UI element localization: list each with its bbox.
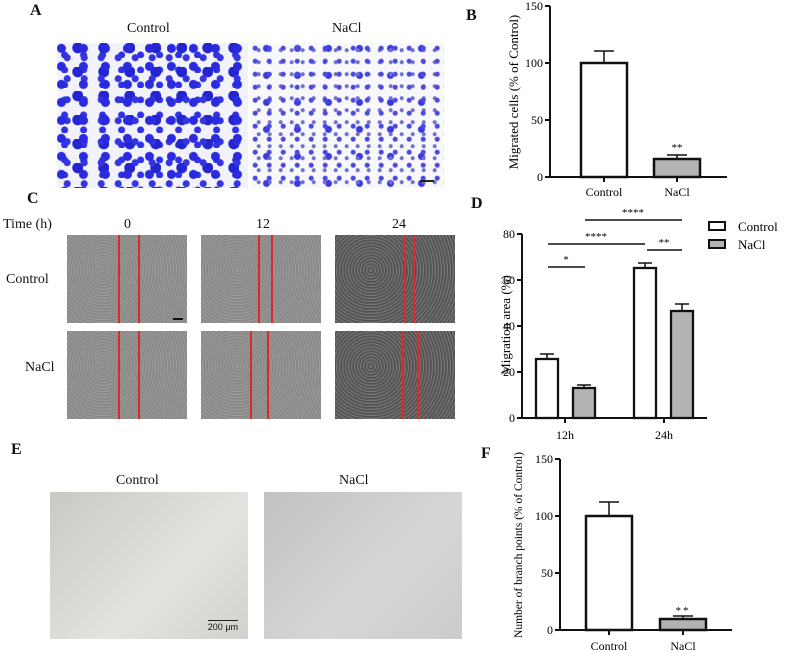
wound-control-24h bbox=[335, 235, 455, 323]
svg-text:**: ** bbox=[676, 605, 691, 617]
svg-text:0: 0 bbox=[537, 170, 543, 184]
panel-a-title-control: Control bbox=[127, 21, 170, 36]
svg-text:60: 60 bbox=[503, 273, 515, 287]
bar-d-12h-nacl bbox=[571, 386, 597, 420]
panel-label-e: E bbox=[11, 441, 22, 458]
panel-a-title-nacl: NaCl bbox=[332, 21, 362, 36]
svg-text:NaCl: NaCl bbox=[670, 639, 696, 653]
chart-f: Number of branch points (% of Control) 1… bbox=[513, 452, 732, 653]
svg-text:20: 20 bbox=[503, 365, 515, 379]
transwell-image-nacl bbox=[251, 43, 444, 188]
panel-e-title-control: Control bbox=[116, 473, 159, 488]
legend-control: Control bbox=[738, 219, 778, 234]
bar-b-nacl bbox=[652, 157, 702, 179]
bar-d-12h-control bbox=[534, 357, 560, 420]
time-12: 12 bbox=[256, 217, 270, 232]
legend-swatch-control bbox=[708, 221, 726, 231]
bar-b-control bbox=[579, 61, 629, 179]
svg-text:50: 50 bbox=[531, 113, 543, 127]
svg-text:100: 100 bbox=[525, 56, 543, 70]
bar-f-control bbox=[584, 514, 634, 632]
wound-nacl-24h bbox=[335, 331, 455, 419]
panel-label-a: A bbox=[30, 2, 42, 19]
svg-text:100: 100 bbox=[535, 509, 553, 523]
svg-text:0: 0 bbox=[547, 623, 553, 637]
svg-text:Control: Control bbox=[591, 639, 628, 653]
scale-bar-label: 200 μm bbox=[207, 620, 238, 632]
panel-e-title-nacl: NaCl bbox=[339, 473, 369, 488]
tube-formation-control: 200 μm bbox=[50, 492, 248, 639]
legend-swatch-nacl bbox=[708, 239, 726, 249]
svg-text:**: ** bbox=[672, 142, 683, 154]
panel-label-b: B bbox=[466, 7, 477, 24]
svg-text:150: 150 bbox=[535, 452, 553, 466]
svg-text:0: 0 bbox=[509, 411, 515, 425]
svg-text:****: **** bbox=[585, 231, 607, 243]
row-label-nacl: NaCl bbox=[25, 360, 55, 375]
svg-text:40: 40 bbox=[503, 319, 515, 333]
panel-label-c: C bbox=[27, 190, 39, 207]
svg-text:150: 150 bbox=[525, 0, 543, 13]
panel-label-f: F bbox=[481, 445, 491, 462]
wound-control-12h bbox=[201, 235, 321, 323]
time-24: 24 bbox=[392, 217, 406, 232]
chart-d-ylabel: Migration area (%) bbox=[498, 275, 513, 375]
svg-text:50: 50 bbox=[541, 566, 553, 580]
wound-nacl-0h bbox=[67, 331, 187, 419]
bar-d-24h-control bbox=[632, 266, 658, 420]
svg-text:NaCl: NaCl bbox=[664, 185, 690, 199]
svg-text:12h: 12h bbox=[556, 428, 574, 442]
time-0: 0 bbox=[124, 217, 131, 232]
time-header: Time (h) bbox=[3, 217, 52, 232]
svg-text:*: * bbox=[563, 254, 569, 266]
svg-text:Control: Control bbox=[586, 185, 623, 199]
chart-b: Migrated cells (% of Control) 150 100 50… bbox=[506, 0, 727, 199]
scale-bar bbox=[420, 180, 434, 182]
bar-f-nacl bbox=[658, 617, 708, 632]
chart-d: Migration area (%) 80 60 40 20 0 12h 24h… bbox=[498, 207, 778, 442]
legend-nacl: NaCl bbox=[738, 237, 766, 252]
svg-text:24h: 24h bbox=[655, 428, 673, 442]
svg-text:80: 80 bbox=[503, 227, 515, 241]
bar-d-24h-nacl bbox=[669, 309, 695, 420]
svg-text:**: ** bbox=[659, 237, 670, 249]
chart-b-ylabel: Migrated cells (% of Control) bbox=[506, 15, 521, 170]
svg-text:****: **** bbox=[622, 207, 644, 219]
wound-nacl-12h bbox=[201, 331, 321, 419]
panel-label-d: D bbox=[471, 195, 483, 212]
row-label-control: Control bbox=[6, 272, 49, 287]
transwell-image-control bbox=[57, 43, 248, 188]
wound-control-0h bbox=[67, 235, 187, 323]
chart-f-ylabel: Number of branch points (% of Control) bbox=[513, 452, 525, 638]
tube-formation-nacl bbox=[264, 492, 462, 639]
